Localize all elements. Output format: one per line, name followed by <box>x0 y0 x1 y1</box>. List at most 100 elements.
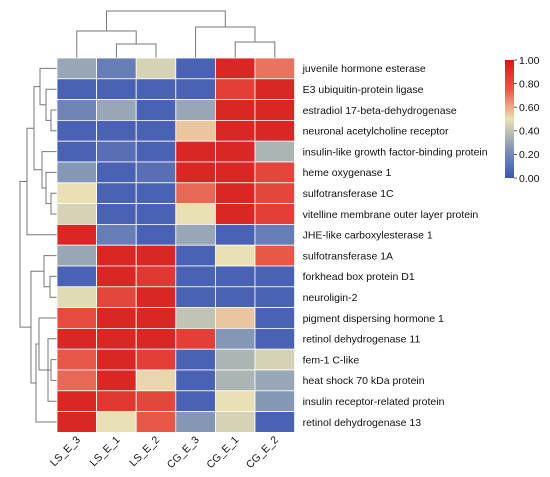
heatmap-cell <box>214 57 256 80</box>
column-label: LS_E_3 <box>48 434 83 469</box>
heatmap-cell <box>56 182 97 205</box>
heatmap-cell <box>254 99 295 121</box>
heatmap-cell <box>175 223 216 246</box>
colorbar-legend: 1.00 0.80 0.60 0.40 0.20 0.00 <box>505 55 540 185</box>
heatmap-cell <box>254 390 295 412</box>
heatmap-cell <box>214 203 256 225</box>
heatmap-cell <box>214 265 256 288</box>
heatmap-cell <box>56 140 97 163</box>
heatmap-cell <box>135 244 177 267</box>
row-label: pigment dispersing hormone 1 <box>303 313 444 325</box>
heatmap-cell <box>56 120 97 142</box>
column-label: CG_E_2 <box>244 434 281 471</box>
heatmap-cell <box>214 286 256 308</box>
heatmap-cell <box>214 120 256 142</box>
row-label: neuroligin-2 <box>303 292 358 304</box>
heatmap-cell <box>135 307 177 329</box>
heatmap-cell <box>96 411 137 433</box>
colorbar-tick-label: 1.00 <box>519 55 540 67</box>
heatmap-cell <box>214 99 256 121</box>
heatmap-cell <box>96 369 137 392</box>
heatmap-cell <box>135 140 177 163</box>
heatmap-cell <box>56 411 97 433</box>
heatmap-cells <box>56 57 295 433</box>
heatmap-cell <box>254 286 295 308</box>
column-dendrogram <box>76 10 276 58</box>
heatmap-cell <box>175 411 216 433</box>
row-label: heat shock 70 kDa protein <box>303 375 425 387</box>
heatmap-cell <box>96 327 137 350</box>
heatmap-cell <box>175 120 216 142</box>
heatmap-cell <box>254 140 295 163</box>
colorbar-tick-label: 0.20 <box>519 149 540 161</box>
heatmap-cell <box>175 99 216 121</box>
row-dendrogram-link <box>50 192 57 215</box>
row-label: retinol dehydrogenase 13 <box>303 417 422 429</box>
row-label: JHE-like carboxylesterase 1 <box>303 230 433 242</box>
heatmap-cell <box>56 390 97 412</box>
heatmap-cell <box>96 99 137 121</box>
row-dendrogram-link <box>49 275 57 298</box>
heatmap-cell <box>96 244 137 267</box>
heatmap-cell <box>175 182 216 205</box>
heatmap-cell <box>214 348 256 371</box>
colorbar-gradient <box>505 60 514 178</box>
heatmap-cell <box>214 140 256 163</box>
heatmap-cell <box>56 327 97 350</box>
heatmap-cell <box>175 161 216 184</box>
heatmap-cell <box>254 348 295 371</box>
heatmap-cell <box>254 120 295 142</box>
colorbar-tick-label: 0.40 <box>519 126 540 138</box>
heatmap-cell <box>254 223 295 246</box>
heatmap-cell <box>135 182 177 205</box>
heatmap-cell <box>96 182 137 205</box>
heatmap-cell <box>96 203 137 225</box>
heatmap-cell <box>96 348 137 371</box>
heatmap-cell <box>96 140 137 163</box>
heatmap-cell <box>175 286 216 308</box>
heatmap-cell <box>214 161 256 184</box>
heatmap-cell <box>254 265 295 288</box>
heatmap-cell <box>175 327 216 350</box>
row-label: forkhead box protein D1 <box>303 271 415 283</box>
heatmap-cell <box>135 369 177 392</box>
row-label: sulfotransferase 1A <box>303 250 393 262</box>
heatmap-cell <box>56 99 97 121</box>
heatmap-cell <box>96 265 137 288</box>
heatmap-cell <box>56 78 97 101</box>
heatmap-cell <box>254 244 295 267</box>
row-dendrogram-link <box>41 151 57 189</box>
row-dendrogram-link <box>50 109 57 132</box>
heatmap-cell <box>56 161 97 184</box>
heatmap-cell <box>254 411 295 433</box>
row-label: heme oxygenase 1 <box>303 167 392 179</box>
column-labels: LS_E_3 LS_E_1 LS_E_2 CG_E_3 CG_E_1 CG_E_2 <box>48 434 281 471</box>
heatmap-cell <box>96 78 137 101</box>
heatmap-cell <box>96 390 137 412</box>
heatmap-cell <box>56 57 97 80</box>
row-label: fem-1 C-like <box>303 354 360 366</box>
row-dendrogram-link <box>19 181 31 328</box>
heatmap-cell <box>135 161 177 184</box>
heatmap-cell <box>96 57 137 80</box>
heatmap-cell <box>135 348 177 371</box>
column-dendrogram-link <box>234 41 276 58</box>
row-labels: juvenile hormone esterase E3 ubiquitin-pr… <box>302 63 488 429</box>
heatmap-cell <box>96 223 137 246</box>
heatmap-cell <box>175 244 216 267</box>
heatmap-cell <box>56 203 97 225</box>
row-dendrogram <box>19 67 57 423</box>
heatmap-cell <box>135 203 177 225</box>
row-dendrogram-link <box>30 270 44 384</box>
heatmap-cell <box>214 182 256 205</box>
heatmap-cell <box>96 286 137 308</box>
heatmap-cell <box>254 57 295 80</box>
row-label: E3 ubiquitin-protein ligase <box>303 84 424 96</box>
heatmap-cell <box>214 369 256 392</box>
row-dendrogram-link <box>33 86 42 171</box>
heatmap-cell <box>56 307 97 329</box>
heatmap-cell <box>214 390 256 412</box>
heatmap-cell <box>96 120 137 142</box>
row-label: estradiol 17-beta-dehydrogenase <box>303 105 457 117</box>
